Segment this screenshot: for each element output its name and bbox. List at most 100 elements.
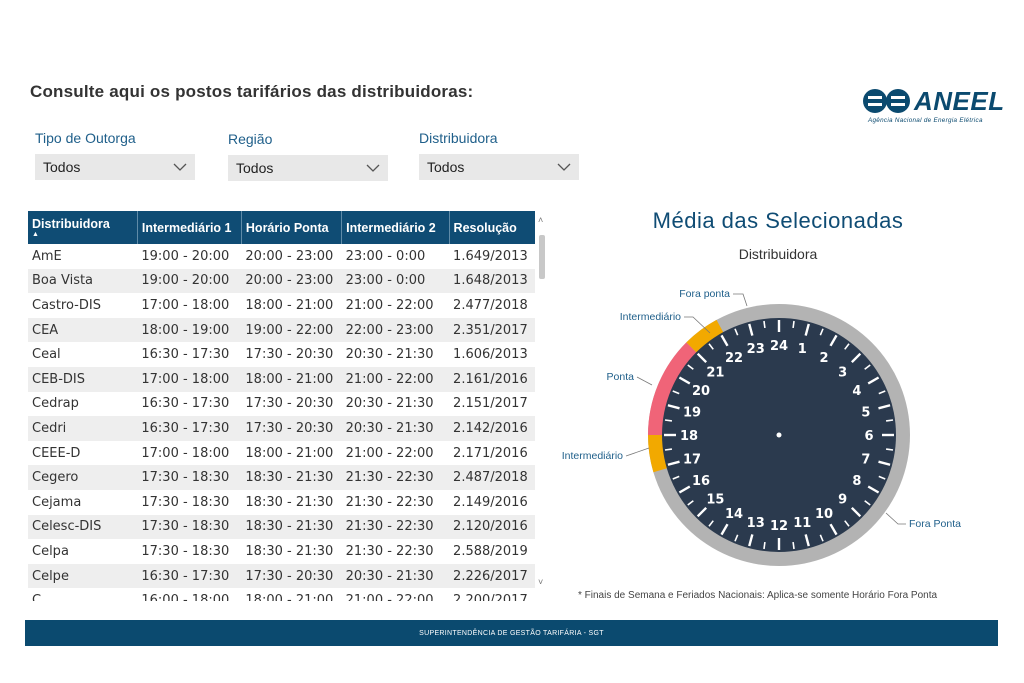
clock-center-dot xyxy=(776,432,782,438)
table-row[interactable]: C 16:00 - 18:00 18:00 - 21:00 21:00 - 22:00… xyxy=(28,588,535,601)
table-cell: CEB-DIS xyxy=(28,366,138,392)
label-ponta: Ponta xyxy=(607,371,635,383)
table-row[interactable]: Ceal 16:30 - 17:30 17:30 - 20:30 20:30 - 21… xyxy=(28,342,535,367)
table-cell: Cegero xyxy=(28,465,138,490)
filter-label: Distribuidora xyxy=(419,130,498,146)
clock-tick xyxy=(664,419,673,422)
gauge-title: Média das Selecionadas xyxy=(652,208,904,233)
label-intermediario-bottom-leader xyxy=(625,447,650,457)
table-row[interactable]: Celpa 17:30 - 18:30 18:30 - 21:30 21:30 - 2… xyxy=(28,539,535,564)
column-header-horario-ponta[interactable]: Horário Ponta xyxy=(241,211,343,244)
table-cell: 16:30 - 17:30 xyxy=(141,396,230,412)
clock-tick xyxy=(678,376,691,385)
table-cell: 19:00 - 22:00 xyxy=(241,317,342,343)
table-cell: 20:30 - 21:30 xyxy=(341,563,450,589)
table-cell: 2.171/2016 xyxy=(453,445,528,461)
table-cell: Cedrap xyxy=(32,396,79,412)
clock-hour-label: 13 xyxy=(747,516,765,531)
chevron-down-icon xyxy=(173,163,187,171)
table-row[interactable]: Cegero 17:30 - 18:30 18:30 - 21:30 21:30 - … xyxy=(28,465,535,490)
table-cell: 20:00 - 23:00 xyxy=(245,248,334,264)
table-cell: 17:30 - 18:30 xyxy=(137,514,242,540)
clock-tick xyxy=(867,485,880,494)
table-cell: CEEE-D xyxy=(32,445,81,461)
table-cell: 2.226/2017 xyxy=(449,563,535,589)
table-cell: 19:00 - 20:00 xyxy=(141,248,230,264)
dropdown-value: Todos xyxy=(43,159,81,175)
table-cell: 18:00 - 19:00 xyxy=(137,317,242,343)
clock-tick xyxy=(748,323,754,336)
table-row[interactable]: Celpe 16:30 - 17:30 17:30 - 20:30 20:30 - 2… xyxy=(28,563,535,589)
table-scrollbar[interactable]: ˄ ˅ xyxy=(537,215,547,590)
scroll-down-icon[interactable]: ˅ xyxy=(538,577,544,587)
footnote: * Finais de Semana e Feriados Nacionais:… xyxy=(578,590,938,601)
table-cell: 2.351/2017 xyxy=(449,317,535,343)
clock-hour-label: 6 xyxy=(864,429,873,444)
clock-tick xyxy=(664,448,673,451)
clock-hour-label: 15 xyxy=(706,493,724,508)
table-row[interactable]: Cedrap 16:30 - 17:30 17:30 - 20:30 20:30 - … xyxy=(28,392,535,417)
clock-hour-label: 18 xyxy=(680,429,698,444)
table-cell: 21:00 - 22:00 xyxy=(345,445,434,461)
clock-hour-label: 1 xyxy=(798,342,807,357)
column-header-intermediario-2[interactable]: Intermediário 2 xyxy=(341,211,450,244)
table-row[interactable]: Cejama 17:30 - 18:30 18:30 - 21:30 21:30 - … xyxy=(28,490,535,515)
distribuidora-dropdown[interactable]: Todos xyxy=(419,154,579,180)
filter-label: Região xyxy=(228,131,273,147)
clock-tick xyxy=(878,475,886,480)
clock-segment-intermediário-2 xyxy=(686,319,724,353)
table-cell: 2.142/2016 xyxy=(449,416,535,441)
clock-tick xyxy=(804,323,810,336)
table-row[interactable]: CEA 18:00 - 19:00 19:00 - 22:00 22:00 - 23:… xyxy=(28,317,535,343)
scroll-up-icon[interactable]: ˄ xyxy=(538,215,544,225)
filter-label: Tipo de Outorga xyxy=(35,130,136,146)
table-cell: AmE xyxy=(32,248,62,264)
label-intermediario-top: Intermediário xyxy=(620,311,681,323)
table-cell: 21:30 - 22:30 xyxy=(341,465,450,490)
table-cell: Castro-DIS xyxy=(32,297,101,313)
table-cell: 2.149/2016 xyxy=(453,494,528,510)
clock-hour-label: 14 xyxy=(725,507,743,522)
scroll-thumb[interactable] xyxy=(539,235,545,279)
regiao-dropdown[interactable]: Todos xyxy=(228,155,388,181)
label-intermediario-top-leader xyxy=(684,316,711,334)
table-row[interactable]: Celesc-DIS 17:30 - 18:30 18:30 - 21:30 21:3… xyxy=(28,514,535,540)
column-header-resolucao[interactable]: Resolução xyxy=(449,211,535,244)
clock-hour-label: 10 xyxy=(815,507,833,522)
table-row[interactable]: AmE 19:00 - 20:00 20:00 - 23:00 23:00 - 0:0… xyxy=(28,244,535,269)
clock-tick xyxy=(850,352,862,364)
table-row[interactable]: Boa Vista 19:00 - 20:00 20:00 - 23:00 23:00… xyxy=(28,268,535,294)
table-cell: 18:30 - 21:30 xyxy=(241,514,342,540)
filter-regiao: Região Todos xyxy=(228,131,393,181)
clock-tick xyxy=(885,419,894,422)
clock-tick xyxy=(748,534,754,547)
dropdown-value: Todos xyxy=(236,160,274,176)
table-cell: Celpe xyxy=(28,563,138,589)
table-cell: 17:30 - 18:30 xyxy=(137,465,242,490)
aneel-logo: ANEEL Agência Nacional de Energia Elétri… xyxy=(862,86,1004,130)
table-cell: 18:30 - 21:30 xyxy=(241,465,342,490)
table-row[interactable]: CEEE-D 17:00 - 18:00 18:00 - 21:00 21:00 - … xyxy=(28,441,535,466)
filter-tipo-outorga: Tipo de Outorga Todos xyxy=(35,130,200,180)
table-row[interactable]: CEB-DIS 17:00 - 18:00 18:00 - 21:00 21:00 -… xyxy=(28,366,535,392)
table-cell: 18:30 - 21:30 xyxy=(245,494,334,510)
clock-hour-label: 12 xyxy=(770,519,788,534)
table-row[interactable]: Castro-DIS 17:00 - 18:00 18:00 - 21:00 21:0… xyxy=(28,293,535,318)
clock-hour-label: 5 xyxy=(861,406,870,421)
chevron-down-icon xyxy=(557,163,571,171)
table-cell: 2.588/2019 xyxy=(453,543,528,559)
table-cell: C xyxy=(32,593,42,601)
table-cell: Cedri xyxy=(28,416,138,441)
clock-tick xyxy=(878,404,891,410)
clock-tick xyxy=(878,460,891,466)
tipo-outorga-dropdown[interactable]: Todos xyxy=(35,154,195,180)
filter-distribuidora: Distribuidora Todos xyxy=(419,130,584,180)
column-header-distribuidora[interactable]: Distribuidora ▲ xyxy=(28,211,138,244)
column-header-intermediario-1[interactable]: Intermediário 1 xyxy=(137,211,242,244)
table-cell: 18:00 - 21:00 xyxy=(245,297,334,313)
table-cell: 1.649/2013 xyxy=(453,248,528,264)
clock-tick xyxy=(667,460,680,466)
column-header-label: Horário Ponta xyxy=(245,220,329,235)
clock-tick xyxy=(844,520,850,527)
table-row[interactable]: Cedri 16:30 - 17:30 17:30 - 20:30 20:30 - 2… xyxy=(28,416,535,441)
